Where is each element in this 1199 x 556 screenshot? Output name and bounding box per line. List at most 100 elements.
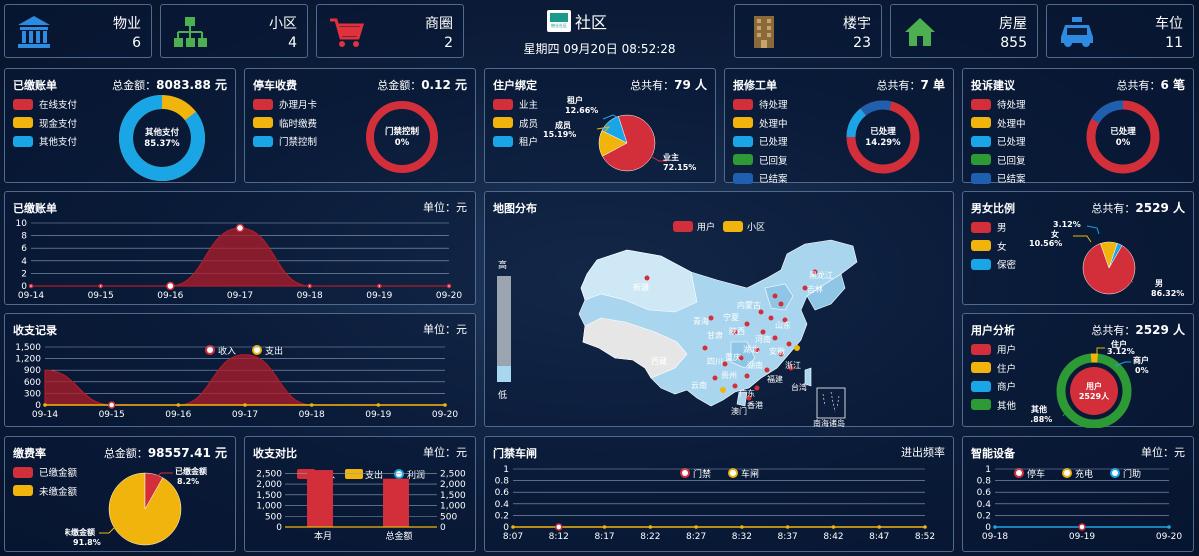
pie-slice[interactable]	[1108, 243, 1123, 269]
legend-item[interactable]: 已回复	[971, 151, 1026, 170]
legend-item[interactable]: 男	[971, 218, 1016, 237]
legend-item[interactable]: 已回复	[733, 151, 788, 170]
xizang-region[interactable]	[582, 317, 688, 379]
stat-card-house[interactable]: 房屋 855	[890, 4, 1038, 58]
data-point[interactable]	[877, 525, 882, 529]
data-point[interactable]	[243, 403, 247, 407]
chart-legend[interactable]: 收入 支出	[205, 345, 283, 357]
chart-legend[interactable]: 停车 充电 门助	[1014, 468, 1141, 480]
data-point[interactable]	[443, 403, 447, 407]
legend-item[interactable]: 门禁控制	[253, 132, 317, 151]
legend-item[interactable]: 租户	[493, 132, 538, 151]
legend-item[interactable]: 业主	[493, 95, 538, 114]
legend-item[interactable]: 在线支付	[13, 95, 77, 114]
data-point[interactable]	[740, 525, 744, 529]
northeast-region[interactable]	[806, 273, 846, 311]
data-point[interactable]	[376, 403, 381, 407]
legend-item[interactable]: 未缴金额	[13, 482, 77, 501]
pie-label-name: 业主	[663, 152, 679, 162]
y-tick-label: 0.2	[495, 511, 509, 521]
stat-card-building[interactable]: 楼宇 23	[734, 4, 882, 58]
pie-slice[interactable]	[601, 116, 628, 144]
legend-item[interactable]: 处理中	[733, 114, 788, 133]
hainan-region[interactable]	[736, 391, 748, 407]
central-region[interactable]	[730, 341, 756, 369]
legend-item[interactable]: 已缴金额	[13, 463, 77, 482]
data-point[interactable]	[446, 283, 452, 289]
xinjiang-region[interactable]	[580, 249, 698, 313]
legend-item[interactable]: 用户	[971, 340, 1016, 359]
data-point[interactable]	[1078, 523, 1086, 531]
data-point[interactable]	[235, 223, 245, 233]
donut-slice-done[interactable]	[846, 100, 920, 174]
legend-item[interactable]: 住户	[971, 359, 1016, 378]
stat-card-business[interactable]: 商圈 2	[316, 4, 464, 58]
data-point[interactable]	[98, 283, 103, 289]
y-tick-label: 2,500	[256, 469, 282, 479]
data-point[interactable]	[309, 403, 314, 407]
bar-income[interactable]	[383, 478, 409, 527]
data-point[interactable]	[307, 283, 312, 289]
svg-text:湖北: 湖北	[743, 345, 759, 354]
legend-item[interactable]: 已处理	[733, 132, 788, 151]
data-point[interactable]	[785, 525, 790, 529]
legend-item[interactable]: 办理月卡	[253, 95, 317, 114]
legend-item[interactable]: 已结案	[971, 169, 1026, 188]
legend-item[interactable]: 临时缴费	[253, 114, 317, 133]
user-markers[interactable]	[644, 269, 818, 401]
data-point[interactable]	[555, 523, 563, 531]
stat-label: 小区	[269, 16, 297, 32]
ring-resident[interactable]	[1056, 353, 1132, 428]
data-point[interactable]	[831, 525, 836, 529]
stat-card-property[interactable]: 物业 6	[4, 4, 152, 58]
logo-text: 物业社区	[551, 23, 567, 28]
pie-slice[interactable]	[601, 114, 656, 172]
legend-item[interactable]: 其他支付	[13, 132, 77, 151]
map-legend[interactable]: 用户 小区	[673, 221, 765, 233]
visual-map-scale[interactable]: 高 低	[497, 259, 511, 401]
data-point[interactable]	[166, 281, 175, 291]
pie-slice[interactable]	[144, 472, 164, 510]
legend-item[interactable]: 成员	[493, 114, 538, 133]
legend-item[interactable]: 待处理	[733, 95, 788, 114]
legend-item[interactable]: 已结案	[733, 169, 788, 188]
legend-item[interactable]: 女	[971, 237, 1016, 256]
chart-legend[interactable]: 门禁 车闸	[680, 468, 759, 480]
donut-slice-closed[interactable]	[1083, 97, 1163, 177]
legend-item[interactable]: 处理中	[971, 114, 1026, 133]
legend-item[interactable]: 现金支付	[13, 114, 77, 133]
area-series[interactable]	[44, 354, 446, 406]
north-region[interactable]	[764, 283, 794, 311]
area-series[interactable]	[31, 227, 449, 287]
donut-ring[interactable]	[366, 101, 438, 173]
data-point[interactable]	[694, 525, 698, 529]
chart-legend[interactable]: 收入 支出 利润	[297, 469, 425, 481]
x-tick-label: 09-18	[982, 532, 1008, 542]
data-point[interactable]	[648, 525, 653, 529]
legend: 业主 成员 租户	[493, 95, 538, 151]
data-point[interactable]	[176, 403, 181, 407]
data-point[interactable]	[602, 525, 607, 529]
legend-item[interactable]: 保密	[971, 255, 1016, 274]
data-point[interactable]	[993, 525, 997, 529]
taiwan-region[interactable]	[804, 367, 812, 387]
legend-item[interactable]: 商户	[971, 377, 1016, 396]
legend-item[interactable]: 待处理	[971, 95, 1026, 114]
data-point[interactable]	[377, 283, 382, 289]
stat-card-parking[interactable]: 车位 11	[1046, 4, 1194, 58]
legend-item[interactable]: 其他	[971, 396, 1016, 415]
data-point[interactable]	[923, 525, 927, 529]
community-markers[interactable]	[720, 345, 800, 393]
data-point[interactable]	[43, 403, 47, 407]
south-china-sea-inset[interactable]: 南海诸岛	[813, 387, 846, 428]
bar-income[interactable]	[307, 470, 333, 527]
legend-label: 收入	[218, 345, 236, 357]
data-point[interactable]	[107, 401, 116, 409]
stat-card-community[interactable]: 小区 4	[160, 4, 308, 58]
data-point[interactable]	[28, 283, 34, 289]
donut-slice-other[interactable]	[117, 93, 207, 183]
data-point[interactable]	[1167, 525, 1171, 529]
data-point[interactable]	[511, 525, 515, 529]
legend-item[interactable]: 已处理	[971, 132, 1026, 151]
pie-user[interactable]	[1070, 367, 1118, 415]
